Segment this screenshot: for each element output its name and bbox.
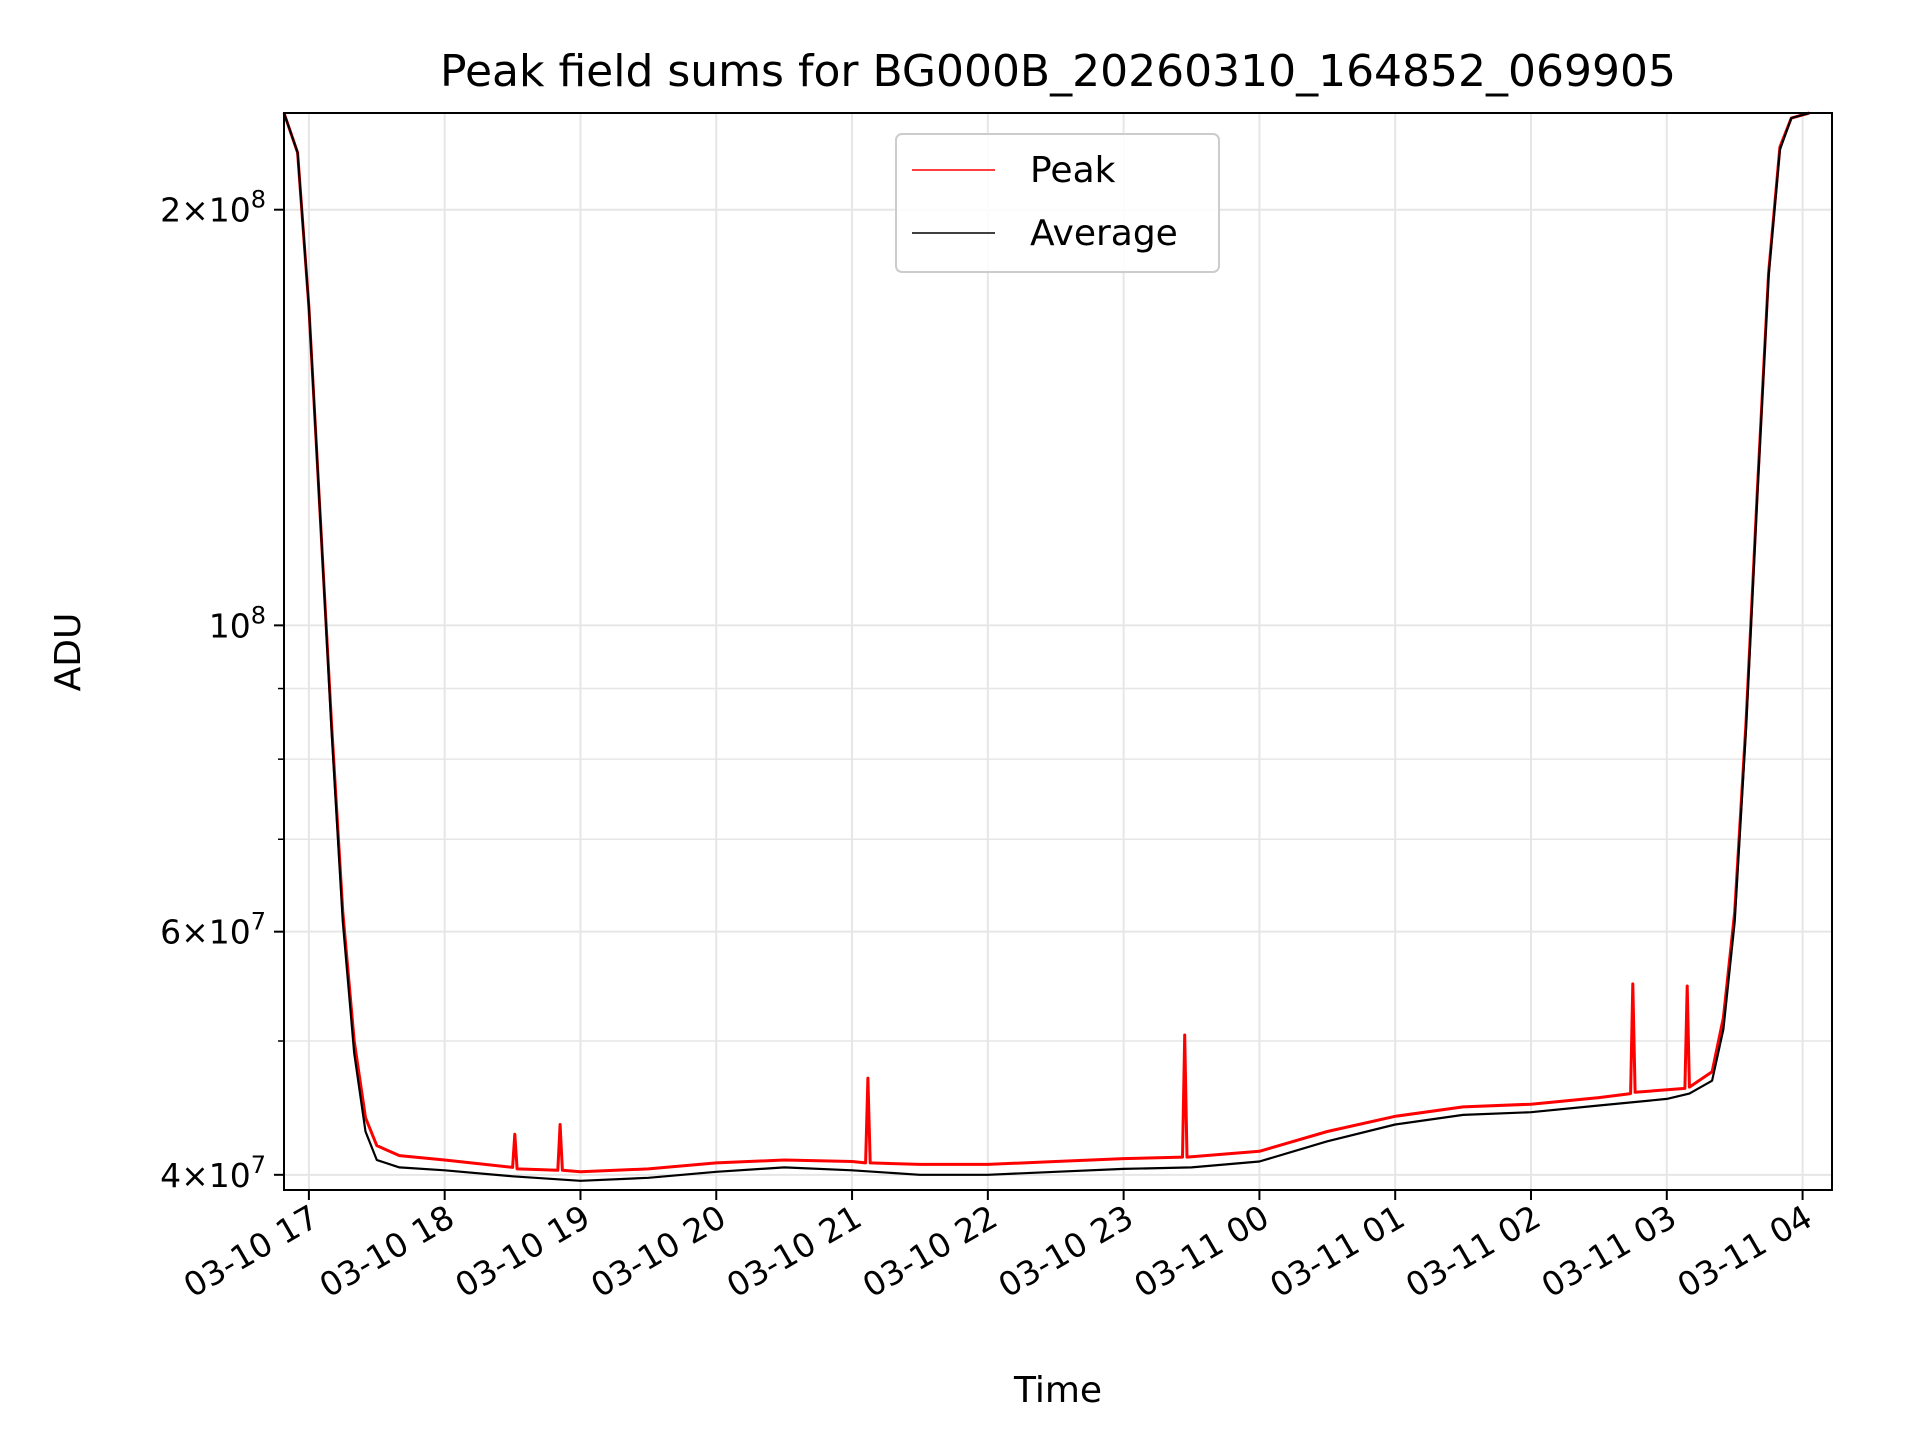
- x-axis-label: Time: [1013, 1370, 1102, 1411]
- series-line-peak: [282, 111, 1810, 1174]
- plot-frame: [283, 112, 1833, 1191]
- y-tick-label: 2×108: [160, 186, 266, 230]
- series-line-average: [282, 111, 1810, 1182]
- y-tick-label: 6×107: [160, 908, 266, 952]
- y-axis-label: ADU: [48, 613, 89, 692]
- legend-average-label: Average: [1030, 213, 1178, 254]
- grid: [284, 113, 1832, 1190]
- y-tick-label: 4×107: [160, 1151, 266, 1195]
- series-layer: [282, 111, 1810, 1182]
- y-axis: 4×107 6×107 108 2×108: [160, 186, 284, 1195]
- y-tick-label: 108: [209, 601, 266, 645]
- legend-box: [895, 133, 1220, 273]
- legend-peak-label: Peak: [1030, 150, 1116, 191]
- chart-title: Peak field sums for BG000B_20260310_1648…: [440, 46, 1676, 97]
- legend: Peak Average: [895, 133, 1220, 273]
